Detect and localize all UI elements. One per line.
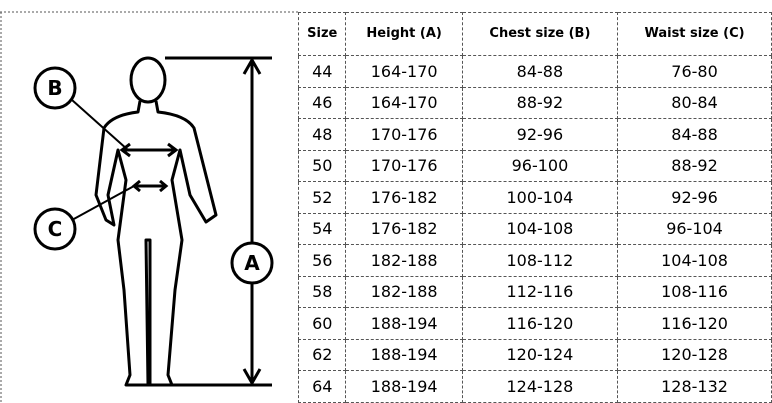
body-diagram: B C A [0,0,298,403]
figure-outline [96,58,216,385]
table-cell: 96-104 [618,213,772,245]
table-cell: 182-188 [346,276,462,308]
table-cell: 64 [299,371,346,403]
table-cell: 44 [299,56,346,88]
table-cell: 100-104 [462,182,617,214]
table-cell: 104-108 [618,245,772,277]
table-cell: 112-116 [462,276,617,308]
table-cell: 60 [299,308,346,340]
table-cell: 188-194 [346,371,462,403]
table-cell: 116-120 [462,308,617,340]
table-cell: 62 [299,339,346,371]
table-cell: 116-120 [618,308,772,340]
table-cell: 76-80 [618,56,772,88]
table-cell: 58 [299,276,346,308]
table-cell: 108-112 [462,245,617,277]
page: B C A SizeHeight (A)Chest size (B)Waist … [0,0,772,403]
table-cell: 54 [299,213,346,245]
table-cell: 120-124 [462,339,617,371]
table-cell: 182-188 [346,245,462,277]
table-cell: 92-96 [618,182,772,214]
table-cell: 84-88 [618,119,772,151]
table-cell: 188-194 [346,339,462,371]
table-cell: 48 [299,119,346,151]
table-cell: 96-100 [462,150,617,182]
table-cell: 46 [299,87,346,119]
header-cell: Height (A) [346,13,462,56]
table-cell: 50 [299,150,346,182]
table-cell: 164-170 [346,87,462,119]
table-cell: 128-132 [618,371,772,403]
table-cell: 170-176 [346,119,462,151]
header-cell: Chest size (B) [462,13,617,56]
table-cell: 80-84 [618,87,772,119]
table-cell: 92-96 [462,119,617,151]
table-cell: 84-88 [462,56,617,88]
table-cell: 108-116 [618,276,772,308]
table-cell: 104-108 [462,213,617,245]
label-c: C [48,217,63,241]
table-cell: 52 [299,182,346,214]
table-cell: 188-194 [346,308,462,340]
label-a: A [244,251,260,275]
table-cell: 124-128 [462,371,617,403]
label-b: B [47,76,62,100]
table-cell: 170-176 [346,150,462,182]
table-cell: 56 [299,245,346,277]
table-cell: 176-182 [346,182,462,214]
table-cell: 88-92 [618,150,772,182]
table-cell: 176-182 [346,213,462,245]
table-cell: 88-92 [462,87,617,119]
header-cell: Size [299,13,346,56]
table-cell: 164-170 [346,56,462,88]
header-cell: Waist size (C) [618,13,772,56]
table-cell: 120-128 [618,339,772,371]
